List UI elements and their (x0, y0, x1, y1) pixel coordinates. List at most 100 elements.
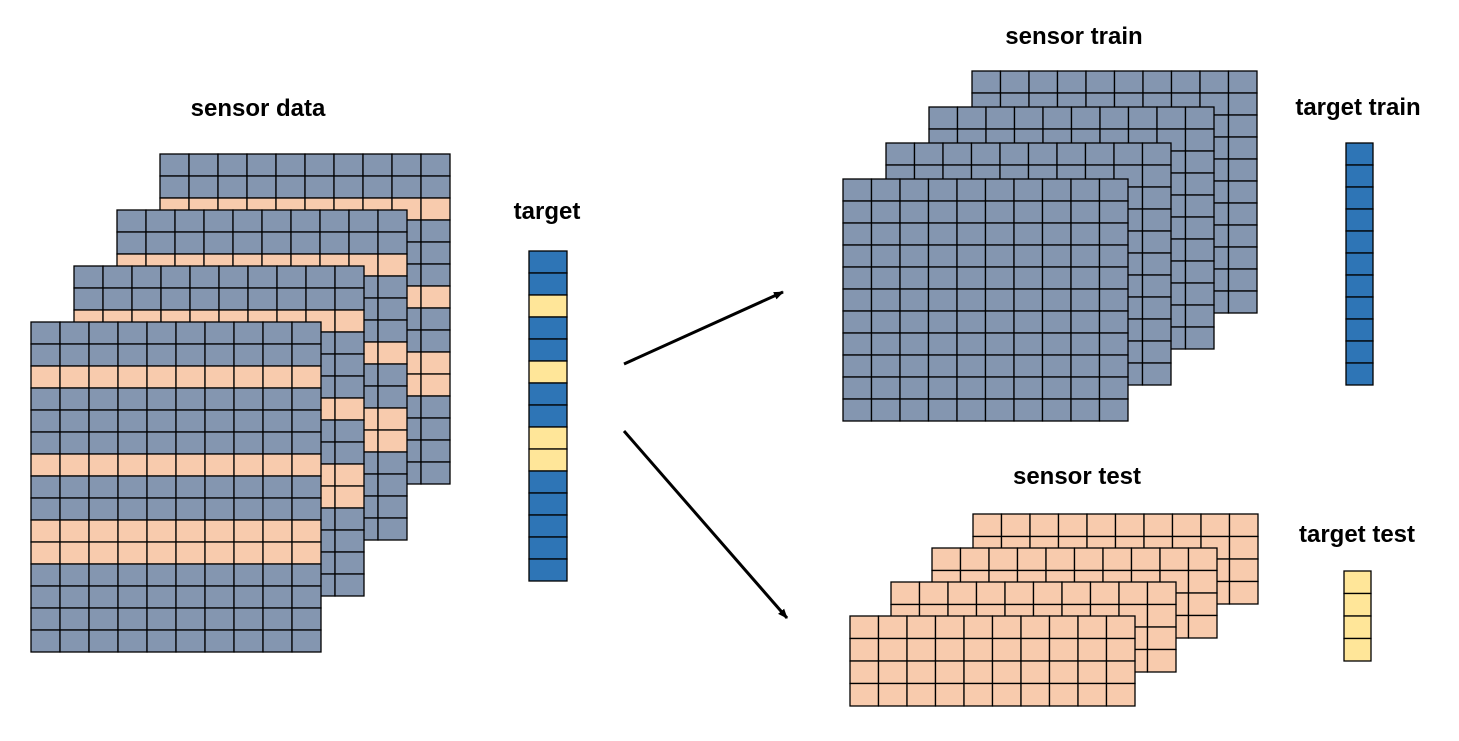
sensor-train-layer-1-cell (984, 200, 1015, 224)
target-train-cell (1345, 208, 1374, 232)
sensor-data-layer-1-cell (117, 453, 148, 477)
sensor-data-layer-1-cell (88, 497, 119, 521)
sensor-data-layer-1-cell (175, 343, 206, 367)
sensor-data-layer-1-cell (233, 365, 264, 389)
sensor-train-layer-1-cell (842, 354, 873, 378)
sensor-data-layer-4-cell (420, 373, 451, 397)
sensor-train-layer-3-cell (1184, 238, 1215, 262)
sensor-train-layer-1-cell (1013, 222, 1044, 246)
target-train-cell (1345, 340, 1374, 364)
sensor-data-layer-1-cell (291, 365, 322, 389)
sensor-data-layer-1-cell (88, 365, 119, 389)
sensor-data-layer-3-cell (290, 209, 321, 233)
sensor-train-layer-1-cell (927, 222, 958, 246)
sensor-test-layer-1-cell (849, 682, 880, 707)
sensor-train-layer-1-cell (1013, 200, 1044, 224)
target-column (528, 250, 568, 582)
sensor-train-layer-1-cell (1013, 266, 1044, 290)
sensor-data-layer-2-cell (160, 265, 191, 289)
sensor-train-layer-1-cell (1070, 244, 1101, 268)
sensor-data-layer-1-cell (262, 409, 293, 433)
sensor-train-layer-1-cell (956, 376, 987, 400)
sensor-data-layer-3-cell (348, 209, 379, 233)
sensor-data-layer-3-cell (290, 231, 321, 255)
sensor-train-layer-1-cell (956, 222, 987, 246)
sensor-data-layer-1-cell (88, 519, 119, 543)
sensor-data-layer-1-cell (262, 607, 293, 631)
sensor-train-layer-1-cell (927, 332, 958, 356)
sensor-train-layer-1-cell (1013, 310, 1044, 334)
sensor-train-layer-1-cell (956, 332, 987, 356)
target-train-cell (1345, 230, 1374, 254)
sensor-test-layer-3-cell (1016, 547, 1047, 572)
sensor-data-layer-1-cell (30, 607, 61, 631)
sensor-train-layer-3-cell (1013, 106, 1044, 130)
sensor-train-layer-1-cell (1041, 288, 1072, 312)
sensor-train-layer-1-cell (956, 244, 987, 268)
sensor-train-layer-1-cell (956, 178, 987, 202)
sensor-data-layer-1-cell (88, 563, 119, 587)
sensor-train-layer-1-cell (984, 398, 1015, 422)
sensor-data-layer-3-cell (116, 209, 147, 233)
sensor-data-layer-3-cell (377, 319, 408, 343)
sensor-train-layer-3-cell (1184, 128, 1215, 152)
sensor-data-layer-1-cell (117, 563, 148, 587)
target-train-cell (1345, 362, 1374, 386)
sensor-train-layer-1-cell (870, 266, 901, 290)
sensor-train-layer-1-cell (842, 376, 873, 400)
sensor-train-layer-1-cell (1098, 310, 1129, 334)
sensor-data-layer-1-cell (291, 343, 322, 367)
sensor-train-layer-1-cell (1070, 266, 1101, 290)
sensor-train-layer-1-cell (899, 288, 930, 312)
sensor-train-layer-4-cell (1170, 70, 1201, 94)
sensor-data-layer-1-cell (262, 387, 293, 411)
sensor-train-layer-2-cell (1113, 142, 1144, 166)
sensor-test-layer-2-cell (1146, 603, 1177, 628)
sensor-data-layer-1-cell (117, 343, 148, 367)
sensor-data-layer-1-cell (233, 431, 264, 455)
sensor-train-layer-1-cell (1041, 266, 1072, 290)
sensor-data-layer-1-cell (175, 519, 206, 543)
sensor-train-layer-1-cell (899, 354, 930, 378)
sensor-data-layer-2-cell (305, 265, 336, 289)
sensor-data-layer-1-cell (233, 453, 264, 477)
sensor-data-layer-4-cell (420, 153, 451, 177)
sensor-test-layer-1-cell (1020, 637, 1051, 662)
sensor-train-layer-1-cell (842, 288, 873, 312)
sensor-data-layer-1-cell (291, 585, 322, 609)
target-test-cell (1343, 570, 1372, 595)
sensor-data-layer-3-cell (319, 209, 350, 233)
sensor-train-layer-1-cell (1013, 354, 1044, 378)
sensor-test-layer-1-cell (963, 637, 994, 662)
sensor-data-layer-3-cell (145, 231, 176, 255)
sensor-train-layer-4-cell (1227, 224, 1258, 248)
target-test-label: target test (1298, 521, 1416, 548)
sensor-data-layer-1-cell (88, 607, 119, 631)
sensor-test-stack (849, 513, 1259, 707)
sensor-train-layer-1-cell (1070, 354, 1101, 378)
sensor-data-layer-4-cell (420, 197, 451, 221)
sensor-train-layer-2-cell (1027, 142, 1058, 166)
sensor-data-layer-1-cell (233, 585, 264, 609)
target-train-cell (1345, 142, 1374, 166)
sensor-data-layer-3-cell (377, 341, 408, 365)
sensor-train-layer-1-cell (927, 178, 958, 202)
sensor-train-layer-2-cell (1141, 318, 1172, 342)
sensor-data-layer-1-cell (175, 541, 206, 565)
sensor-train-layer-2-cell (1056, 142, 1087, 166)
sensor-train-layer-3-cell (1184, 216, 1215, 240)
sensor-test-layer-1-cell (1105, 637, 1136, 662)
sensor-train-layer-1-cell (1098, 332, 1129, 356)
sensor-data-layer-2-cell (131, 287, 162, 311)
sensor-test-layer-1-cell (1020, 615, 1051, 640)
sensor-train-layer-3-cell (1127, 106, 1158, 130)
sensor-data-layer-3-cell (232, 231, 263, 255)
sensor-data-layer-4-cell (217, 175, 248, 199)
sensor-data-layer-2-cell (102, 287, 133, 311)
sensor-data-layer-1-cell (59, 365, 90, 389)
sensor-data-layer-1-cell (146, 475, 177, 499)
sensor-test-layer-1-cell (877, 682, 908, 707)
sensor-data-layer-1-cell (233, 409, 264, 433)
sensor-data-layer-1-cell (291, 541, 322, 565)
target-cell (528, 360, 568, 384)
